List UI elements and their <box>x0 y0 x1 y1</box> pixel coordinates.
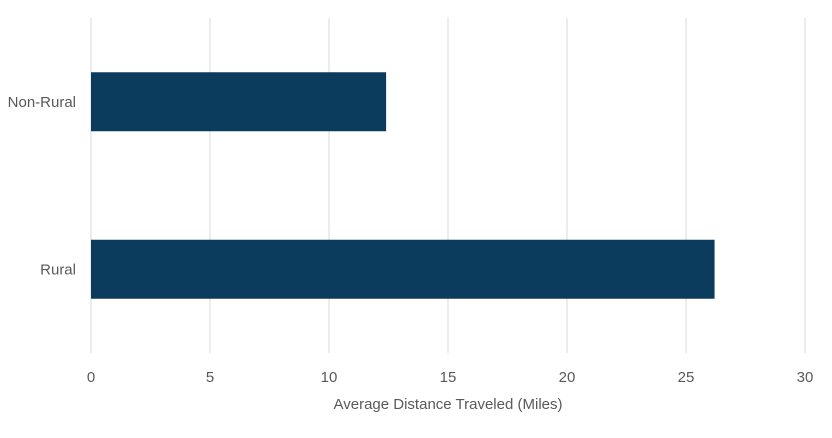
bar-non-rural <box>91 72 387 132</box>
x-axis-title: Average Distance Traveled (Miles) <box>334 396 563 413</box>
x-tick-label: 20 <box>559 369 576 386</box>
x-tick-labels: 0 5 10 15 20 25 30 <box>87 369 814 386</box>
category-label: Rural <box>40 261 76 278</box>
x-tick-label: 25 <box>678 369 695 386</box>
x-tick-label: 30 <box>797 369 814 386</box>
bars <box>91 72 715 299</box>
x-tick-label: 5 <box>206 369 214 386</box>
gridlines <box>90 18 806 353</box>
x-tick-label: 0 <box>87 369 95 386</box>
x-tick-label: 10 <box>321 369 338 386</box>
bar-rural <box>91 239 715 299</box>
category-labels: Non-Rural Rural <box>8 94 76 279</box>
x-tick-label: 15 <box>440 369 457 386</box>
category-label: Non-Rural <box>8 94 76 111</box>
